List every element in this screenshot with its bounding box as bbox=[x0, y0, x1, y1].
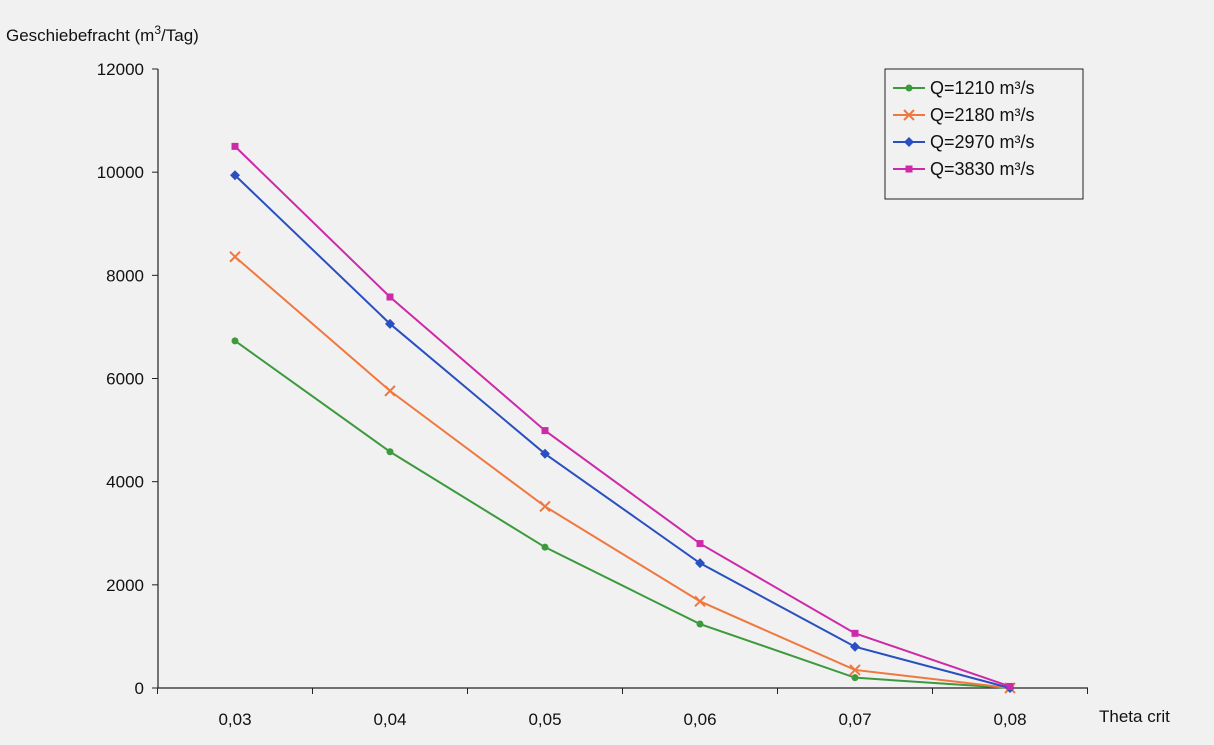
x-tick-label: 0,07 bbox=[838, 710, 871, 729]
x-tick-label: 0,08 bbox=[993, 710, 1026, 729]
series-line bbox=[234, 340, 1011, 689]
data-point bbox=[539, 500, 551, 513]
data-point bbox=[541, 543, 549, 551]
legend-item: Q=2180 m³/s bbox=[893, 105, 1035, 125]
series-line bbox=[234, 256, 1011, 689]
y-tick-label: 0 bbox=[135, 679, 144, 698]
y-axis-label: Geschiebefracht (m3/Tag) bbox=[6, 23, 199, 45]
y-tick-label: 4000 bbox=[106, 473, 144, 492]
data-point bbox=[385, 318, 395, 329]
y-axis-label-base: Geschiebefracht (m bbox=[6, 26, 154, 45]
data-point bbox=[694, 595, 706, 608]
data-point bbox=[849, 664, 861, 676]
legend-swatch-marker bbox=[904, 137, 914, 147]
data-point bbox=[851, 629, 859, 637]
x-tick-label: 0,04 bbox=[373, 710, 406, 729]
data-point bbox=[695, 558, 705, 569]
legend-item: Q=3830 m³/s bbox=[893, 159, 1035, 179]
legend-swatch-marker bbox=[905, 84, 913, 92]
x-tick-label: 0,06 bbox=[683, 710, 716, 729]
legend-item: Q=1210 m³/s bbox=[893, 78, 1035, 98]
data-point bbox=[229, 251, 241, 263]
x-tick-label: 0,03 bbox=[218, 710, 251, 729]
series-line bbox=[234, 145, 1011, 688]
data-point bbox=[1006, 682, 1014, 690]
data-point bbox=[230, 170, 240, 181]
y-axis-label-superscript: 3 bbox=[154, 23, 161, 37]
data-point bbox=[696, 620, 704, 628]
legend-box bbox=[884, 68, 1084, 200]
data-point bbox=[540, 448, 550, 459]
legend: Q=1210 m³/s Q=2180 m³/s Q=2970 m³/s Q=3830 … bbox=[884, 68, 1084, 200]
data-point bbox=[851, 674, 859, 682]
y-tick-label: 12000 bbox=[97, 60, 144, 79]
data-point bbox=[231, 142, 239, 150]
series-4 bbox=[231, 142, 1014, 690]
y-tick-label: 6000 bbox=[106, 370, 144, 389]
data-point bbox=[850, 641, 860, 652]
y-tick-label: 8000 bbox=[106, 266, 144, 285]
y-axis-label-tail: /Tag) bbox=[161, 26, 199, 45]
data-point bbox=[231, 337, 239, 345]
series-layer bbox=[229, 142, 1016, 694]
legend-label: Q=1210 m³/s bbox=[930, 78, 1035, 98]
legend-swatch-marker bbox=[903, 109, 915, 121]
legend-label: Q=3830 m³/s bbox=[930, 159, 1035, 179]
data-point bbox=[386, 293, 394, 301]
series-3 bbox=[230, 170, 1015, 693]
y-tick-label: 2000 bbox=[106, 576, 144, 595]
data-point bbox=[541, 427, 549, 435]
series-2 bbox=[229, 251, 1016, 694]
legend-label: Q=2970 m³/s bbox=[930, 132, 1035, 152]
data-point bbox=[696, 540, 704, 548]
data-point bbox=[386, 448, 394, 456]
data-point bbox=[384, 385, 396, 397]
legend-label: Q=2180 m³/s bbox=[930, 105, 1035, 125]
legend-swatch-marker bbox=[905, 165, 913, 173]
legend-item: Q=2970 m³/s bbox=[893, 132, 1035, 152]
axes: 0 2000 4000 6000 8000 10000 12000 0,03 0,04 0,05 0… bbox=[97, 60, 1088, 729]
series-1 bbox=[231, 337, 1014, 692]
series-line bbox=[234, 174, 1011, 689]
x-axis-label: Theta crit bbox=[1099, 707, 1170, 726]
y-tick-label: 10000 bbox=[97, 163, 144, 182]
x-tick-label: 0,05 bbox=[528, 710, 561, 729]
